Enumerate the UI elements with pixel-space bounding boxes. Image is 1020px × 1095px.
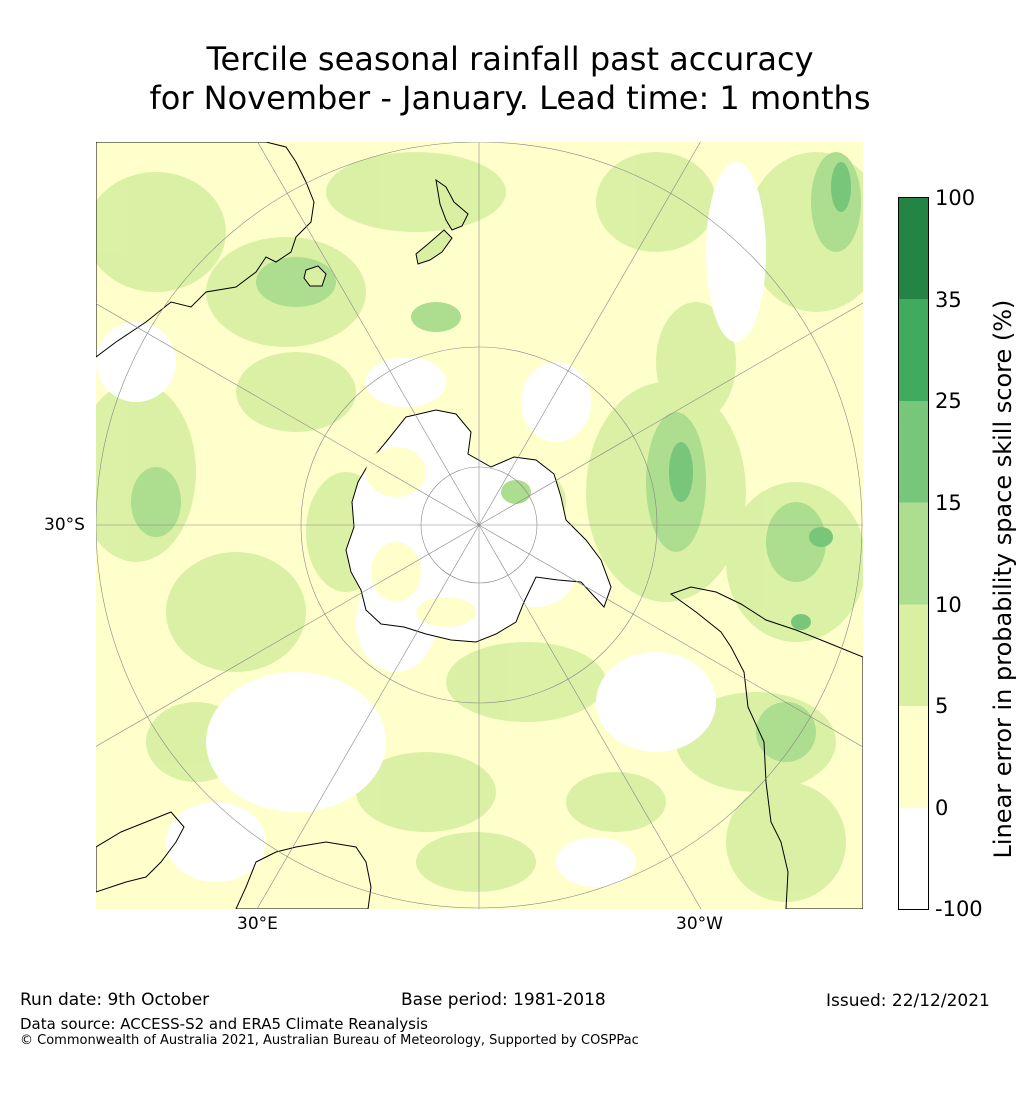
madagascar-outline xyxy=(235,841,372,909)
colorbar-tick-0: 0 xyxy=(935,796,949,820)
graticule xyxy=(96,142,863,909)
colorbar-tick-5: 5 xyxy=(935,694,949,718)
title-line-1: Tercile seasonal rainfall past accuracy xyxy=(206,40,814,78)
title-line-2: for November - January. Lead time: 1 mon… xyxy=(149,79,871,117)
colorbar-label: Linear error in probability space skill … xyxy=(989,299,1017,859)
new-zealand-north-island xyxy=(435,178,469,231)
colorbar-tick-10: 10 xyxy=(935,593,962,617)
colorbar xyxy=(898,197,929,910)
colorbar-tick-neg100: -100 xyxy=(935,897,983,921)
colorbar-segment-15-25 xyxy=(898,401,929,503)
run-date: Run date: 9th October xyxy=(20,990,210,1010)
colorbar-segment-10-15 xyxy=(898,502,929,605)
data-source: Data source: ACCESS-S2 and ERA5 Climate … xyxy=(20,1015,428,1033)
colorbar-segment-0-5 xyxy=(898,706,929,808)
colorbar-tick-15: 15 xyxy=(935,491,962,515)
skill-patches-light xyxy=(96,152,863,902)
base-period: Base period: 1981-2018 xyxy=(401,990,606,1010)
issued-date: Issued: 22/12/2021 xyxy=(826,991,990,1011)
colorbar-segment-5-10 xyxy=(898,604,929,706)
copyright: © Commonwealth of Australia 2021, Austra… xyxy=(20,1033,639,1048)
australia-outline xyxy=(96,142,315,358)
colorbar-segment-35-100 xyxy=(898,197,929,299)
lon-label-30w: 30°W xyxy=(676,914,723,934)
skill-patches-strong xyxy=(669,162,851,630)
antarctic-peninsula-patch xyxy=(501,480,531,504)
south-america-outline xyxy=(669,586,863,909)
tasmania-outline xyxy=(303,265,327,287)
skill-score-map xyxy=(96,142,863,909)
colorbar-tick-100: 100 xyxy=(935,186,976,210)
colorbar-tick-25: 25 xyxy=(935,389,962,413)
colorbar-tick-35: 35 xyxy=(935,288,962,312)
lon-label-30e: 30°E xyxy=(237,914,278,934)
map-title: Tercile seasonal rainfall past accuracy … xyxy=(0,40,1020,118)
africa-outline xyxy=(96,811,185,893)
colorbar-segment-25-35 xyxy=(898,299,929,401)
antarctica-fill-detail xyxy=(366,447,476,627)
lat-label-30s: 30°S xyxy=(44,515,85,535)
colorbar-segment-neg100-0 xyxy=(898,808,929,910)
new-zealand-south-island xyxy=(415,229,453,265)
